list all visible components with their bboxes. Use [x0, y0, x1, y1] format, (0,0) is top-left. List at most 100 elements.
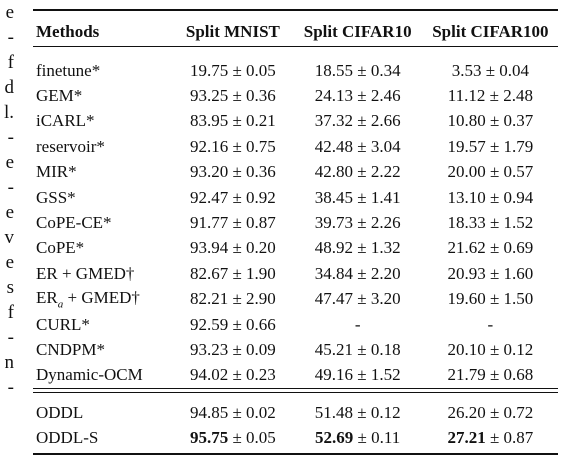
- cifar100-value: 3.53 ± 0.04: [451, 60, 530, 80]
- cifar100-value: 20.00 ± 0.57: [447, 162, 534, 182]
- mnist-value: 92.47 ± 0.92: [189, 187, 276, 207]
- mnist-best-value: 95.75: [189, 427, 229, 447]
- left-fragment: e: [5, 252, 14, 273]
- cifar100-value: 10.80 ± 0.37: [447, 111, 534, 131]
- cifar10-value: 38.45 ± 1.41: [314, 187, 401, 207]
- table-group-rule-2: [33, 392, 558, 393]
- mnist-value: 93.20 ± 0.36: [189, 162, 276, 182]
- cifar100-value: 26.20 ± 0.72: [447, 402, 534, 422]
- table-row: CoPE* 93.94 ± 0.20 48.92 ± 1.32 21.62 ± 0.6…: [33, 236, 558, 261]
- left-fragment: -: [7, 177, 14, 198]
- left-fragment: -: [7, 327, 14, 348]
- mnist-value: 91.77 ± 0.87: [189, 212, 276, 232]
- mnist-value: 94.85 ± 0.02: [189, 402, 276, 422]
- method-name: ERa + GMED†: [36, 287, 140, 311]
- table-header-row: Methods Split MNIST Split CIFAR10 Split …: [33, 19, 558, 44]
- cifar100-value: 27.21 ± 0.87: [423, 428, 558, 448]
- method-name: CoPE*: [36, 238, 85, 258]
- left-fragment: e: [5, 202, 14, 223]
- cifar10-value: 39.73 ± 2.26: [314, 212, 401, 232]
- cifar10-std: ± 0.11: [353, 427, 401, 447]
- cifar100-value: 21.62 ± 0.69: [447, 238, 534, 258]
- cifar10-value: 42.48 ± 3.04: [314, 136, 401, 156]
- cifar10-value: 24.13 ± 2.46: [314, 85, 401, 105]
- table-row: MIR* 93.20 ± 0.36 42.80 ± 2.22 20.00 ± 0.57: [33, 160, 558, 185]
- left-fragment: n: [4, 352, 15, 373]
- table-bottom-rule: [33, 453, 558, 455]
- left-column-text-fragments: e - f d l. - e - e v e s f - n -: [0, 0, 14, 400]
- cifar100-value: 20.10 ± 0.12: [447, 339, 534, 359]
- mnist-value: 19.75 ± 0.05: [189, 60, 276, 80]
- mnist-value: 82.67 ± 1.90: [189, 263, 276, 283]
- header-split-cifar100: Split CIFAR100: [432, 21, 549, 41]
- method-name: MIR*: [36, 162, 77, 182]
- table-header-rule: [33, 46, 558, 47]
- cifar100-value: -: [487, 314, 494, 334]
- table-row: GSS* 92.47 ± 0.92 38.45 ± 1.41 13.10 ± 0.94: [33, 185, 558, 210]
- table-row: CoPE-CE* 91.77 ± 0.87 39.73 ± 2.26 18.33 ± …: [33, 210, 558, 235]
- left-fragment: v: [4, 227, 15, 248]
- cifar10-value: 47.47 ± 3.20: [314, 289, 401, 309]
- table-row: Dynamic-OCM 94.02 ± 0.23 49.16 ± 1.52 21.79…: [33, 363, 558, 388]
- table-row: ER + GMED† 82.67 ± 1.90 34.84 ± 2.20 20.93 …: [33, 261, 558, 286]
- mnist-value: 95.75 ± 0.05: [173, 428, 292, 448]
- cifar10-value: 42.80 ± 2.22: [314, 162, 401, 182]
- left-fragment: f: [7, 52, 14, 73]
- method-name: GSS*: [36, 187, 76, 207]
- cifar10-value: 48.92 ± 1.32: [314, 238, 401, 258]
- cifar100-std: ± 0.87: [485, 427, 534, 447]
- mnist-value: 93.23 ± 0.09: [189, 339, 276, 359]
- method-name: ODDL-S: [36, 427, 99, 447]
- cifar10-value: 37.32 ± 2.66: [314, 111, 401, 131]
- cifar10-value: 18.55 ± 0.34: [314, 60, 401, 80]
- method-name: ER + GMED†: [36, 263, 135, 283]
- cifar100-value: 13.10 ± 0.94: [447, 187, 534, 207]
- table-row: CURL* 92.59 ± 0.66 - -: [33, 312, 558, 337]
- method-name: GEM*: [36, 85, 83, 105]
- cifar100-value: 21.79 ± 0.68: [447, 365, 534, 385]
- mnist-value: 93.25 ± 0.36: [189, 85, 276, 105]
- cifar10-value: 52.69 ± 0.11: [293, 428, 423, 448]
- left-fragment: e: [5, 2, 14, 23]
- left-fragment: -: [7, 127, 14, 148]
- cifar100-value: 11.12 ± 2.48: [447, 85, 533, 105]
- cifar10-best-value: 52.69: [315, 427, 354, 447]
- mnist-value: 92.16 ± 0.75: [189, 136, 276, 156]
- method-name: reservoir*: [36, 136, 105, 156]
- method-name: CoPE-CE*: [36, 212, 112, 232]
- table-row: finetune* 19.75 ± 0.05 18.55 ± 0.34 3.53 ± …: [33, 58, 558, 83]
- cifar10-value: -: [354, 314, 361, 334]
- header-split-cifar10: Split CIFAR10: [303, 21, 412, 41]
- method-name: ODDL: [36, 402, 84, 422]
- header-methods: Methods: [36, 21, 100, 41]
- table-row: GEM* 93.25 ± 0.36 24.13 ± 2.46 11.12 ± 2.48: [33, 83, 558, 108]
- mnist-value: 94.02 ± 0.23: [189, 365, 276, 385]
- header-split-mnist: Split MNIST: [185, 21, 280, 41]
- method-name: Dynamic-OCM: [36, 365, 143, 385]
- mnist-value: 93.94 ± 0.20: [189, 238, 276, 258]
- cifar100-value: 19.60 ± 1.50: [447, 289, 534, 309]
- table-group-rule-1: [33, 388, 558, 389]
- mnist-value: 82.21 ± 2.90: [189, 289, 276, 309]
- cifar10-value: 51.48 ± 0.12: [314, 402, 401, 422]
- left-fragment: d: [4, 77, 15, 98]
- method-name: CNDPM*: [36, 339, 105, 359]
- left-fragment: s: [6, 277, 14, 298]
- cifar100-value: 19.57 ± 1.79: [447, 136, 534, 156]
- left-fragment: -: [7, 377, 14, 398]
- table-top-rule: [33, 9, 558, 11]
- table-row: ERa + GMED† 82.21 ± 2.90 47.47 ± 3.20 19.60…: [33, 287, 558, 312]
- left-fragment: e: [5, 152, 14, 173]
- cifar100-best-value: 27.21: [447, 427, 486, 447]
- table-row: iCARL* 83.95 ± 0.21 37.32 ± 2.66 10.80 ± 0.…: [33, 109, 558, 134]
- table-row: reservoir* 92.16 ± 0.75 42.48 ± 3.04 19.57 …: [33, 134, 558, 159]
- cifar10-value: 34.84 ± 2.20: [314, 263, 401, 283]
- cifar10-value: 49.16 ± 1.52: [314, 365, 401, 385]
- method-name: finetune*: [36, 60, 101, 80]
- mnist-std: ± 0.05: [228, 427, 276, 447]
- method-name: iCARL*: [36, 111, 95, 131]
- cifar100-value: 18.33 ± 1.52: [447, 212, 534, 232]
- table-row: ODDL 94.85 ± 0.02 51.48 ± 0.12 26.20 ± 0.72: [33, 400, 558, 425]
- cifar10-value: 45.21 ± 0.18: [314, 339, 401, 359]
- left-fragment: l.: [3, 102, 14, 123]
